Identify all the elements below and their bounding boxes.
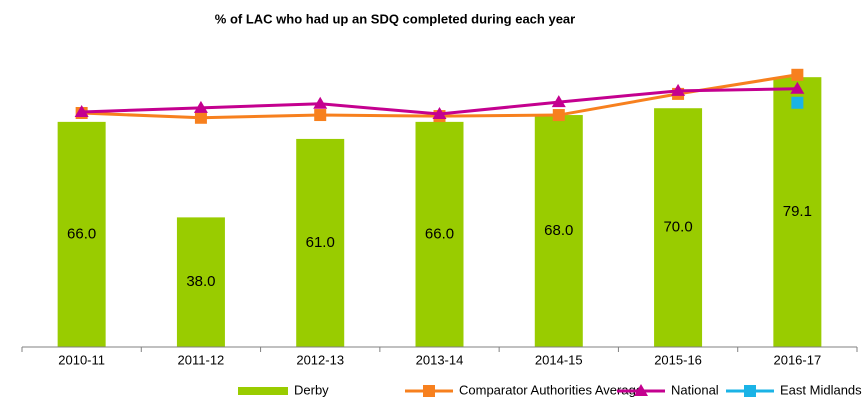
- data-label: 61.0: [306, 234, 335, 251]
- x-tick-label: 2013-14: [416, 352, 464, 367]
- legend-label: Comparator Authorities Average: [459, 382, 643, 397]
- x-tick-label: 2014-15: [535, 352, 583, 367]
- point-marker: [552, 109, 565, 122]
- x-tick-label: 2012-13: [296, 352, 344, 367]
- point-marker: [314, 109, 327, 122]
- x-tick-label: 2015-16: [654, 352, 702, 367]
- data-label: 66.0: [425, 225, 454, 242]
- point-marker: [432, 107, 447, 120]
- bar: [57, 121, 106, 347]
- point-marker: [74, 104, 89, 117]
- x-tick-label: 2010-11: [58, 352, 105, 367]
- x-tick-label: 2011-12: [178, 352, 225, 367]
- chart-title: % of LAC who had up an SDQ completed dur…: [215, 11, 575, 26]
- legend-marker: [744, 385, 756, 397]
- point-marker: [791, 96, 804, 109]
- data-label: 68.0: [544, 222, 573, 239]
- point-marker: [313, 96, 328, 109]
- bar: [773, 77, 822, 347]
- x-tick-label: 2016-17: [773, 352, 821, 367]
- point-marker: [551, 95, 566, 108]
- point-marker: [790, 81, 805, 94]
- bar: [654, 108, 703, 347]
- legend-label: Derby: [294, 382, 329, 397]
- bar: [176, 217, 225, 347]
- point-marker: [194, 111, 207, 124]
- data-label: 70.0: [663, 219, 692, 236]
- legend-marker: [634, 384, 648, 396]
- data-label: 38.0: [186, 273, 215, 290]
- data-label: 79.1: [783, 203, 812, 220]
- legend-label: National: [671, 382, 719, 397]
- point-marker: [193, 100, 208, 113]
- legend-marker: [423, 385, 435, 397]
- bar: [534, 115, 583, 348]
- data-label: 66.0: [67, 225, 96, 242]
- bar: [296, 138, 345, 347]
- legend-label: East Midlands: [780, 382, 862, 397]
- point-marker: [671, 83, 686, 96]
- bar: [415, 121, 464, 347]
- point-marker: [791, 68, 804, 81]
- legend-swatch: [238, 387, 288, 395]
